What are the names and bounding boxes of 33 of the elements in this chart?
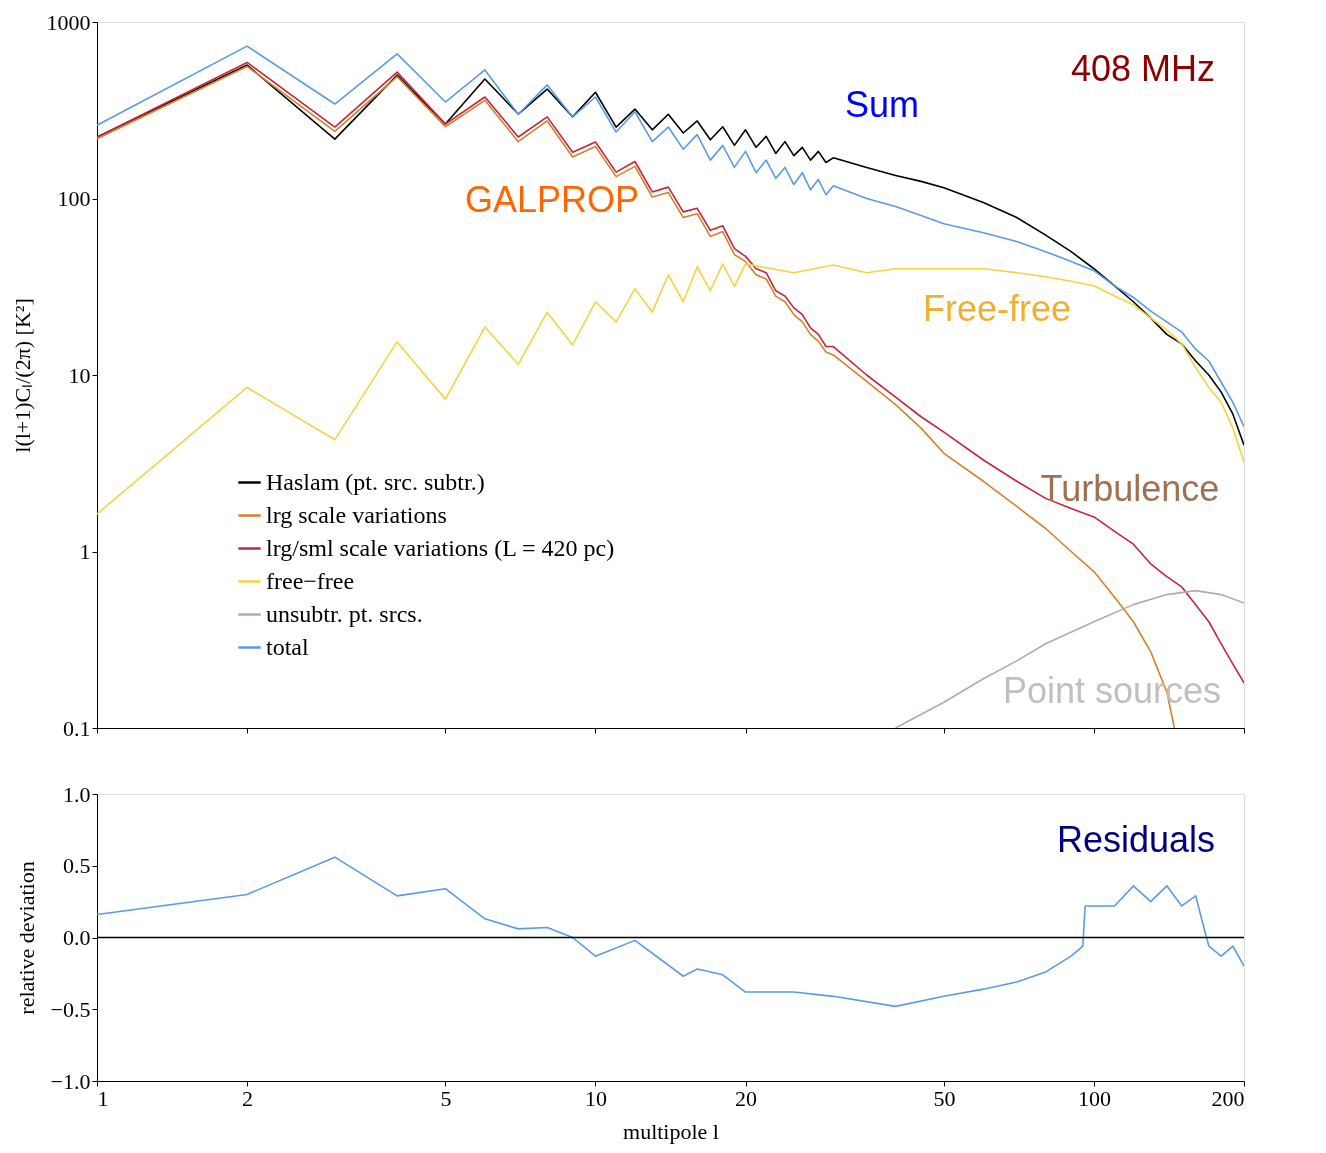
y-tick-label: 0.1 [63,715,91,741]
x-tick-label: 20 [735,1085,758,1111]
y-tick-label: 0.5 [63,853,91,879]
y-axis-title: l(l+1)Cₗ/(2π) [K²] [9,298,35,453]
y-tick-label: −1.0 [50,1068,91,1094]
x-tick-label: 50 [933,1085,956,1111]
y-tick-label: −0.5 [50,996,91,1022]
legend-label: Haslam (pt. src. subtr.) [266,468,485,495]
annotation: GALPROP [464,179,640,220]
legend-label: lrg/sml scale variations (L = 420 pc) [266,534,615,561]
y-tick-label: 1.0 [63,781,91,807]
x-tick-label: 2 [242,1085,254,1111]
y-tick-label: 100 [57,186,91,211]
legend-label: total [266,633,309,660]
x-axis-title: multipole l [623,1118,719,1144]
x-tick-label: 200 [1211,1085,1245,1111]
x-tick-label: 100 [1077,1085,1111,1111]
legend-label: free−free [266,567,355,594]
y-axis-title: relative deviation [13,861,39,1015]
y-tick-label: 1000 [46,9,91,35]
annotation: Sum [844,84,920,125]
x-tick-label: 5 [440,1085,452,1111]
x-tick-label: 1 [97,1085,109,1111]
y-tick-label: 0.0 [63,925,91,950]
y-tick-label: 10 [68,362,91,388]
y-tick-label: 1 [79,539,91,564]
legend-label: lrg scale variations [266,501,447,528]
x-tick-label: 10 [584,1085,607,1111]
annotation: Residuals [1056,819,1215,860]
legend-label: unsubtr. pt. srcs. [266,600,423,627]
annotation: 408 MHz [1070,48,1215,89]
annotation: Free-free [922,288,1072,329]
annotation: Turbulence [1040,468,1220,509]
